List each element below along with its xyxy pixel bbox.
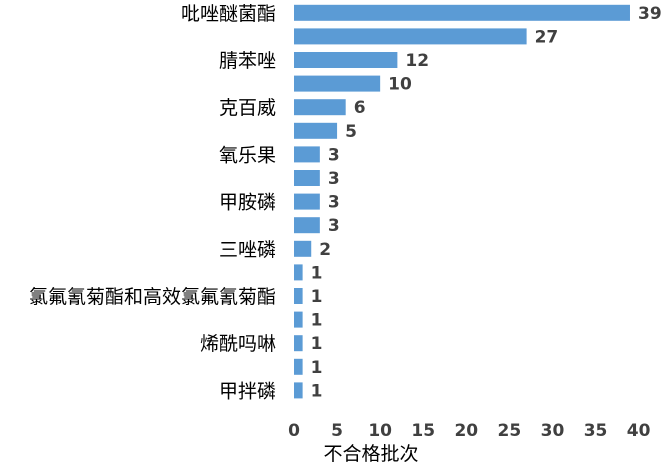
data-label: 3 bbox=[328, 145, 340, 165]
data-label: 27 bbox=[535, 27, 559, 47]
bar bbox=[294, 28, 527, 45]
data-label: 5 bbox=[345, 122, 357, 142]
bar bbox=[294, 358, 303, 375]
bar bbox=[294, 52, 398, 68]
bar bbox=[294, 240, 312, 257]
data-label: 3 bbox=[328, 169, 340, 189]
x-tick-label: 40 bbox=[627, 421, 651, 441]
x-tick-label: 20 bbox=[454, 421, 478, 441]
bar bbox=[294, 75, 381, 92]
bars bbox=[294, 4, 630, 399]
data-label: 2 bbox=[319, 240, 331, 260]
bar bbox=[294, 335, 303, 352]
x-axis-ticks: 0 5 10 15 20 25 30 35 40 bbox=[288, 421, 651, 441]
x-tick-label: 35 bbox=[584, 421, 608, 441]
data-label: 3 bbox=[328, 193, 340, 213]
data-label: 6 bbox=[354, 98, 366, 118]
bar bbox=[294, 170, 320, 186]
category-label: 氧乐果 bbox=[219, 144, 276, 166]
x-tick-label: 10 bbox=[368, 421, 392, 441]
bar bbox=[294, 146, 320, 163]
bar bbox=[294, 193, 320, 210]
data-label: 3 bbox=[328, 216, 340, 236]
data-label: 12 bbox=[405, 51, 429, 71]
bar bbox=[294, 382, 303, 399]
bar bbox=[294, 288, 303, 304]
category-label: 克百威 bbox=[219, 97, 276, 119]
category-label: 腈苯唑 bbox=[219, 50, 276, 72]
category-label: 烯酰吗啉 bbox=[200, 333, 276, 355]
x-tick-label: 30 bbox=[541, 421, 565, 441]
data-label: 1 bbox=[311, 311, 323, 331]
category-label: 吡唑醚菌酯 bbox=[181, 3, 276, 25]
data-label: 1 bbox=[311, 287, 323, 307]
data-label: 1 bbox=[311, 334, 323, 354]
data-label: 39 bbox=[638, 4, 662, 24]
data-label: 10 bbox=[388, 75, 412, 95]
data-label: 1 bbox=[311, 381, 323, 401]
bar bbox=[294, 311, 303, 328]
bar bbox=[294, 122, 338, 139]
x-axis-title: 不合格批次 bbox=[323, 443, 418, 465]
x-tick-label: 5 bbox=[331, 421, 343, 441]
bar bbox=[294, 99, 346, 116]
category-label: 氯氟氰菊酯和高效氯氟氰菊酯 bbox=[29, 286, 276, 308]
x-tick-label: 0 bbox=[288, 421, 300, 441]
x-tick-label: 25 bbox=[498, 421, 522, 441]
x-tick-label: 15 bbox=[411, 421, 435, 441]
data-label: 1 bbox=[311, 263, 323, 283]
bar bbox=[294, 4, 630, 21]
category-label: 三唑磷 bbox=[219, 239, 276, 261]
category-label: 甲胺磷 bbox=[219, 192, 276, 214]
bar bbox=[294, 217, 320, 234]
bar bbox=[294, 264, 303, 281]
data-label: 1 bbox=[311, 358, 323, 378]
category-label: 甲拌磷 bbox=[219, 380, 276, 402]
